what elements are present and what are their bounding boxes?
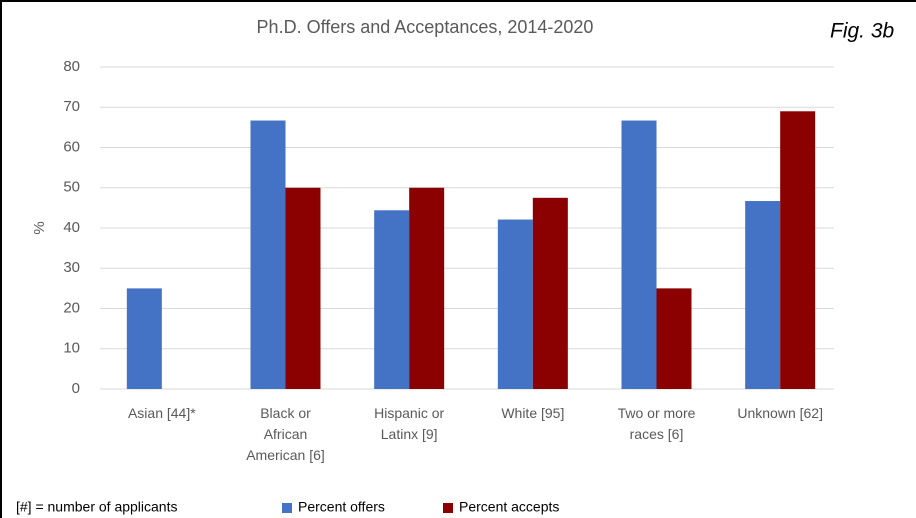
bar: [621, 120, 657, 389]
bar: [656, 288, 692, 389]
x-tick-label: Unknown [62]: [737, 405, 823, 421]
x-tick-line: Black or: [260, 405, 311, 421]
bar: [497, 219, 533, 389]
figure-label: Fig. 3b: [830, 20, 895, 43]
x-tick-line: Hispanic or: [374, 405, 444, 421]
legend-label: Percent accepts: [459, 499, 559, 515]
y-tick-label: 60: [63, 138, 80, 155]
x-tick-line: Unknown [62]: [737, 405, 823, 421]
y-tick-label: 30: [63, 259, 80, 276]
x-tick-label: White [95]: [501, 405, 564, 421]
y-tick-label: 20: [63, 299, 80, 316]
x-tick-label: Hispanic or Latinx [9]: [374, 405, 444, 442]
x-tick-line: Latinx [9]: [381, 426, 438, 442]
note: [#] = number of applicants: [16, 499, 178, 515]
bar: [532, 197, 568, 389]
x-tick-line: races [6]: [630, 426, 684, 442]
legend-swatch: [443, 503, 453, 513]
legend-swatch: [282, 503, 292, 513]
bar: [126, 288, 162, 389]
x-tick-label: Black or African American [6]: [246, 405, 325, 463]
y-tick-label: 50: [63, 179, 80, 196]
y-tick-label: 10: [63, 340, 80, 357]
bar: [409, 187, 445, 389]
y-axis-label: %: [31, 221, 48, 234]
x-tick-line: American [6]: [246, 447, 325, 463]
legend-label: Percent offers: [298, 499, 385, 515]
y-tick-label: 0: [72, 380, 80, 397]
x-tick-label: Asian [44]*: [128, 405, 196, 421]
y-tick-label: 40: [63, 219, 80, 236]
x-tick-label: Two or more races [6]: [618, 405, 696, 442]
x-tick-line: African: [264, 426, 308, 442]
x-tick-line: Two or more: [618, 405, 696, 421]
y-tick-label: 70: [63, 98, 80, 115]
x-tick-line: Asian [44]*: [128, 405, 196, 421]
bar: [780, 111, 816, 390]
chart-title: Ph.D. Offers and Acceptances, 2014-2020: [257, 17, 594, 37]
bar: [285, 187, 321, 389]
bar: [374, 210, 410, 389]
x-tick-line: White [95]: [501, 405, 564, 421]
bar: [250, 120, 286, 389]
y-tick-label: 80: [63, 58, 80, 75]
bar: [745, 201, 781, 389]
